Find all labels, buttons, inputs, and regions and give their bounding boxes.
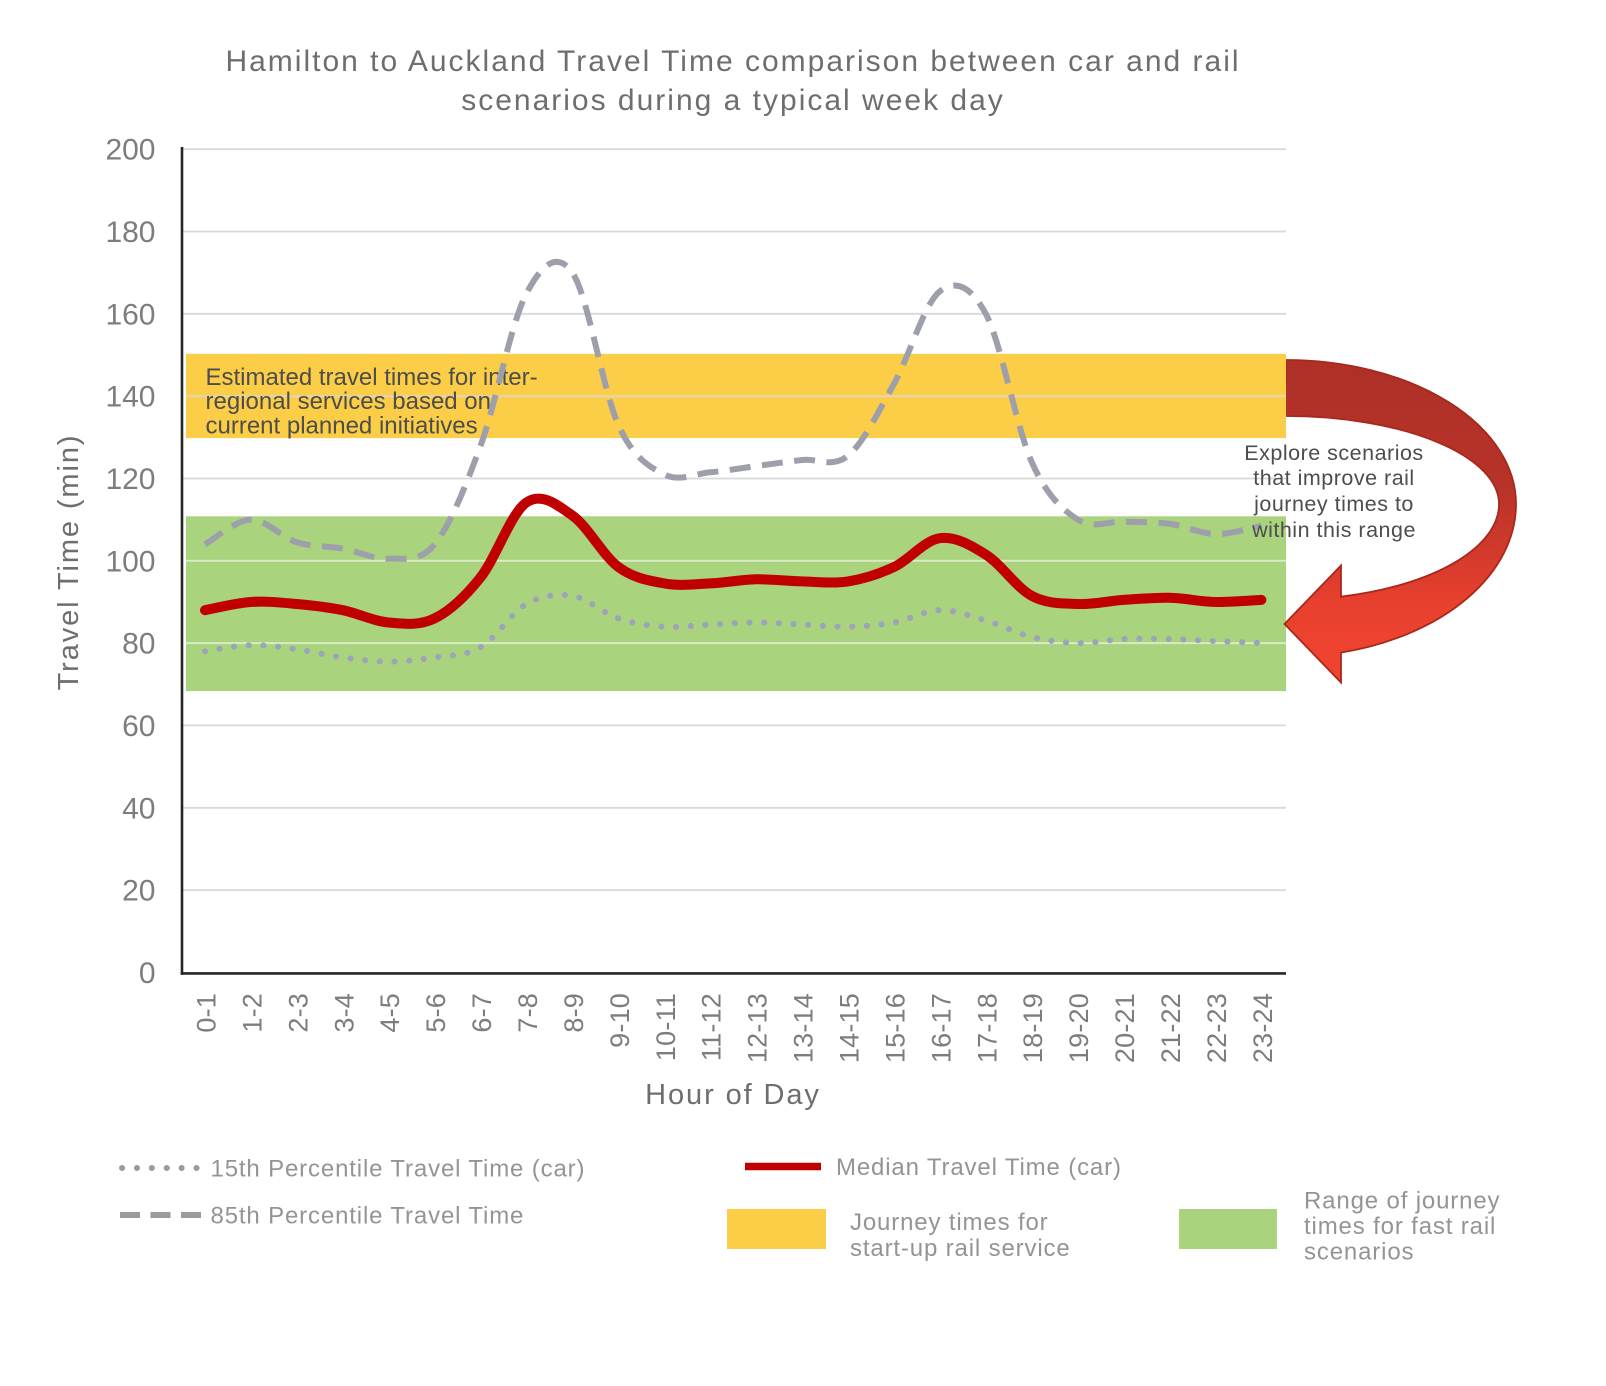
svg-text:2-3: 2-3 [283, 993, 313, 1033]
svg-text:21-22: 21-22 [1156, 993, 1186, 1063]
svg-text:3-4: 3-4 [329, 993, 359, 1033]
svg-text:current planned initiatives: current planned initiatives [206, 412, 478, 439]
svg-text:22-23: 22-23 [1202, 993, 1232, 1063]
svg-text:19-20: 19-20 [1064, 993, 1094, 1063]
svg-text:15th Percentile Travel Time (c: 15th Percentile Travel Time (car) [211, 1156, 586, 1183]
svg-text:180: 180 [105, 216, 155, 249]
svg-text:14-15: 14-15 [835, 993, 865, 1063]
svg-text:40: 40 [122, 792, 155, 825]
svg-text:15-16: 15-16 [881, 993, 911, 1063]
svg-text:6-7: 6-7 [467, 993, 497, 1033]
svg-text:within this range: within this range [1251, 518, 1416, 542]
svg-text:140: 140 [105, 381, 155, 414]
svg-text:8-9: 8-9 [559, 993, 589, 1033]
svg-text:120: 120 [105, 463, 155, 496]
svg-text:160: 160 [105, 298, 155, 331]
svg-text:scenarios: scenarios [1304, 1239, 1414, 1266]
svg-text:100: 100 [105, 545, 155, 578]
svg-text:scenarios during a typical wee: scenarios during a typical week day [461, 84, 1005, 117]
svg-text:1-2: 1-2 [237, 993, 267, 1033]
svg-text:85th Percentile Travel Time: 85th Percentile Travel Time [211, 1203, 525, 1230]
svg-text:20-21: 20-21 [1110, 993, 1140, 1063]
svg-text:Travel Time (min): Travel Time (min) [53, 434, 85, 691]
svg-text:200: 200 [105, 134, 155, 167]
svg-text:times for fast rail: times for fast rail [1304, 1213, 1496, 1240]
svg-text:start-up rail service: start-up rail service [850, 1235, 1071, 1262]
svg-text:Hamilton to Auckland Travel Ti: Hamilton to Auckland Travel Time compari… [225, 45, 1240, 78]
svg-text:4-5: 4-5 [375, 993, 405, 1033]
svg-text:17-18: 17-18 [972, 993, 1002, 1063]
svg-text:16-17: 16-17 [926, 993, 956, 1063]
svg-text:18-19: 18-19 [1018, 993, 1048, 1063]
svg-text:9-10: 9-10 [605, 993, 635, 1048]
svg-text:23-24: 23-24 [1248, 993, 1278, 1063]
svg-text:0: 0 [139, 957, 156, 990]
svg-text:7-8: 7-8 [513, 993, 543, 1033]
svg-text:12-13: 12-13 [743, 993, 773, 1063]
svg-text:Hour of Day: Hour of Day [645, 1079, 821, 1111]
svg-text:13-14: 13-14 [789, 993, 819, 1063]
svg-text:regional services based on: regional services based on [206, 388, 492, 415]
svg-text:5-6: 5-6 [421, 993, 451, 1033]
svg-text:Median Travel Time (car): Median Travel Time (car) [836, 1154, 1122, 1181]
svg-text:Journey times for: Journey times for [850, 1209, 1049, 1236]
svg-text:0-1: 0-1 [192, 993, 222, 1033]
svg-text:10-11: 10-11 [651, 993, 681, 1061]
svg-text:20: 20 [122, 875, 155, 908]
svg-text:80: 80 [122, 628, 155, 661]
svg-text:60: 60 [122, 710, 155, 743]
svg-text:journey times to: journey times to [1253, 492, 1414, 516]
svg-text:11-12: 11-12 [697, 993, 727, 1061]
svg-text:Explore scenarios: Explore scenarios [1244, 441, 1423, 465]
svg-text:Estimated travel times for int: Estimated travel times for inter- [206, 364, 538, 391]
svg-text:Range of journey: Range of journey [1304, 1188, 1500, 1215]
svg-text:that improve rail: that improve rail [1253, 466, 1414, 490]
